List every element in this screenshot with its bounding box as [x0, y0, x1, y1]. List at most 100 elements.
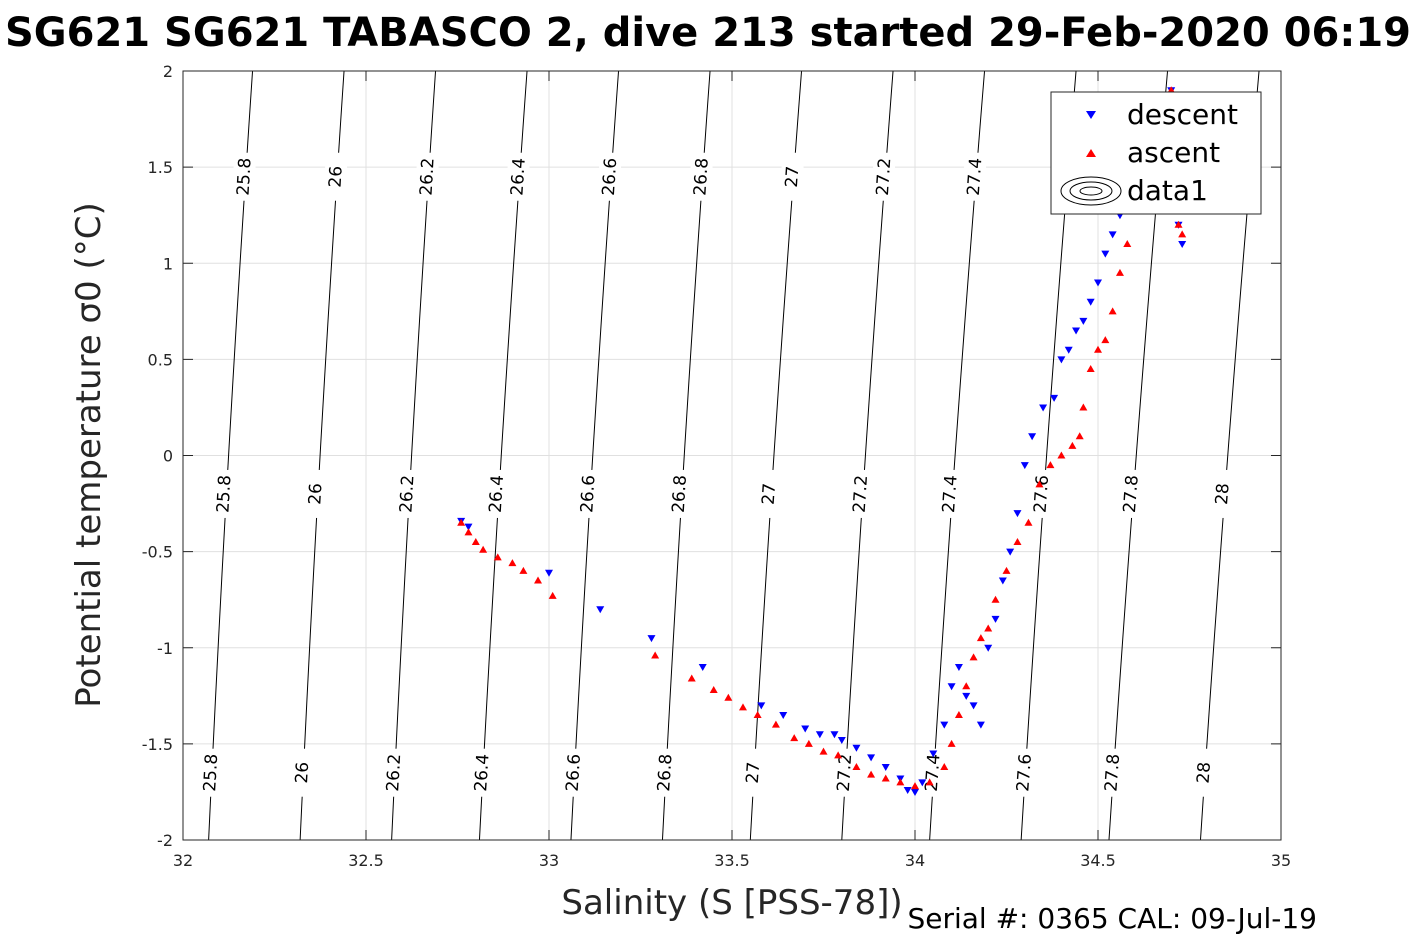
- x-tick-label: 33.5: [714, 851, 750, 870]
- contour-label-28: 28: [1212, 482, 1234, 505]
- y-tick-label: 0: [163, 447, 173, 466]
- ascent-point: [1024, 518, 1033, 526]
- axis-ticks: 32 32.5 33 33.5 34 34.5 35 -2 -1.5 -1 -0.5 0 0.5 1 1.5…: [142, 62, 1291, 870]
- ascent-point: [867, 770, 876, 778]
- contour-label-bg: [304, 469, 327, 518]
- ascent-point: [819, 747, 828, 755]
- contour-label-27.4: 27.4: [939, 474, 962, 513]
- ascent-point: [1167, 86, 1176, 94]
- contour-label-bg: [291, 748, 314, 797]
- ascent-point: [479, 545, 488, 553]
- descent-point: [940, 721, 949, 729]
- x-tick-label: 32.5: [348, 851, 384, 870]
- x-axis-label: Salinity (S [PSS-78]): [561, 883, 902, 923]
- contour-label-28: 28: [1194, 761, 1216, 784]
- contour-label-26.2: 26.2: [383, 753, 405, 792]
- contour-label-bg: [1030, 469, 1053, 518]
- contour-label-bg: [654, 748, 677, 797]
- ascent-point: [1068, 441, 1077, 449]
- contour-label-25.8: 25.8: [200, 753, 222, 792]
- ascent-point: [709, 686, 718, 694]
- legend[interactable]: descent ascent data1: [1050, 91, 1262, 215]
- legend-box: [1050, 91, 1262, 215]
- ascent-point: [925, 778, 934, 786]
- contour-label-bg: [383, 748, 406, 797]
- contour-label-26.8: 26.8: [654, 753, 676, 792]
- descent-point: [837, 737, 846, 745]
- contour-label-bg: [471, 748, 494, 797]
- contour-label-27.4: 27.4: [922, 753, 945, 792]
- contour-label-27.2: 27.2: [850, 474, 872, 513]
- descent-point: [801, 725, 810, 733]
- ascent-point: [724, 693, 733, 701]
- contour-label-bg: [507, 152, 530, 201]
- y-tick-label: -1: [157, 639, 173, 658]
- descent-point: [1020, 462, 1029, 470]
- ascent-point: [1101, 336, 1110, 344]
- ascent-point: [790, 734, 799, 742]
- contour-label-27.8: 27.8: [1101, 753, 1124, 792]
- chart-title: SG621 SG621 TABASCO 2, dive 213 started …: [5, 10, 1411, 56]
- ascent-point: [519, 566, 528, 574]
- x-tick-label: 33: [539, 851, 559, 870]
- descent-point: [1072, 327, 1081, 335]
- ascent-point: [940, 762, 949, 770]
- ascent-point: [508, 559, 517, 567]
- contour-label-26.6: 26.6: [577, 474, 599, 513]
- descent-point: [984, 644, 993, 652]
- ascent-point: [991, 595, 1000, 603]
- ascent-point: [1079, 403, 1088, 411]
- contour-label-27.6: 27.6: [1013, 753, 1036, 792]
- contour-label-bg: [1193, 748, 1216, 797]
- contour-label-27.2: 27.2: [834, 753, 856, 792]
- ascent-point: [1108, 307, 1117, 315]
- descent-point: [1039, 404, 1048, 412]
- contour-label-27: 27: [743, 761, 764, 784]
- ascent-point: [687, 674, 696, 682]
- descent-point: [1013, 510, 1022, 518]
- contour-label-bg: [562, 748, 585, 797]
- descent-point: [1050, 394, 1059, 402]
- ascent-point: [1123, 240, 1132, 248]
- y-tick-label: -1.5: [142, 735, 173, 754]
- contour-label-bg: [1013, 748, 1036, 797]
- ascent-point: [753, 711, 762, 719]
- serial-cal-footer: Serial #: 0365 CAL: 09-Jul-19: [907, 902, 1317, 935]
- ascent-point: [881, 774, 890, 782]
- ascent-point: [464, 528, 473, 536]
- x-tick-label: 32: [173, 851, 193, 870]
- contour-label-bg: [416, 152, 439, 201]
- descent-point: [757, 702, 766, 710]
- contour-label-26.6: 26.6: [563, 753, 585, 792]
- descent-point: [1094, 279, 1102, 287]
- descent-point: [903, 787, 912, 795]
- descent-point: [545, 569, 553, 577]
- contour-label-bg: [834, 748, 857, 797]
- ascent-point: [1174, 220, 1183, 228]
- ascent-point: [457, 518, 466, 526]
- y-tick-label: -2: [157, 831, 173, 850]
- descent-point: [698, 663, 707, 671]
- contour-label-bg: [668, 469, 691, 518]
- descent-point: [647, 635, 656, 643]
- contour-label-bg: [233, 152, 256, 201]
- ascent-point: [969, 653, 978, 661]
- contour-label-bg: [939, 469, 962, 518]
- contour-label-bg: [485, 469, 508, 518]
- contour-label-bg: [396, 469, 419, 518]
- x-tick-label: 35: [1271, 851, 1291, 870]
- contour-label-bg: [577, 469, 600, 518]
- legend-contour-marker: [1060, 176, 1122, 206]
- descent-point: [929, 750, 938, 758]
- density-contour-labels: 25.8 25.8 25.8 26 26 26 26.2 26.2 26.2 26.4 26.4 26…: [200, 152, 1261, 797]
- descent-point: [962, 692, 971, 700]
- descent-point: [867, 754, 876, 762]
- descent-point: [815, 731, 824, 739]
- contour-label-25.8: 25.8: [213, 474, 235, 513]
- contour-label-26.4: 26.4: [471, 753, 493, 792]
- legend-descent-label: descent: [1127, 98, 1238, 131]
- legend-data1-label: data1: [1127, 174, 1208, 207]
- ascent-point: [1013, 538, 1022, 546]
- contour-label-bg: [781, 152, 804, 201]
